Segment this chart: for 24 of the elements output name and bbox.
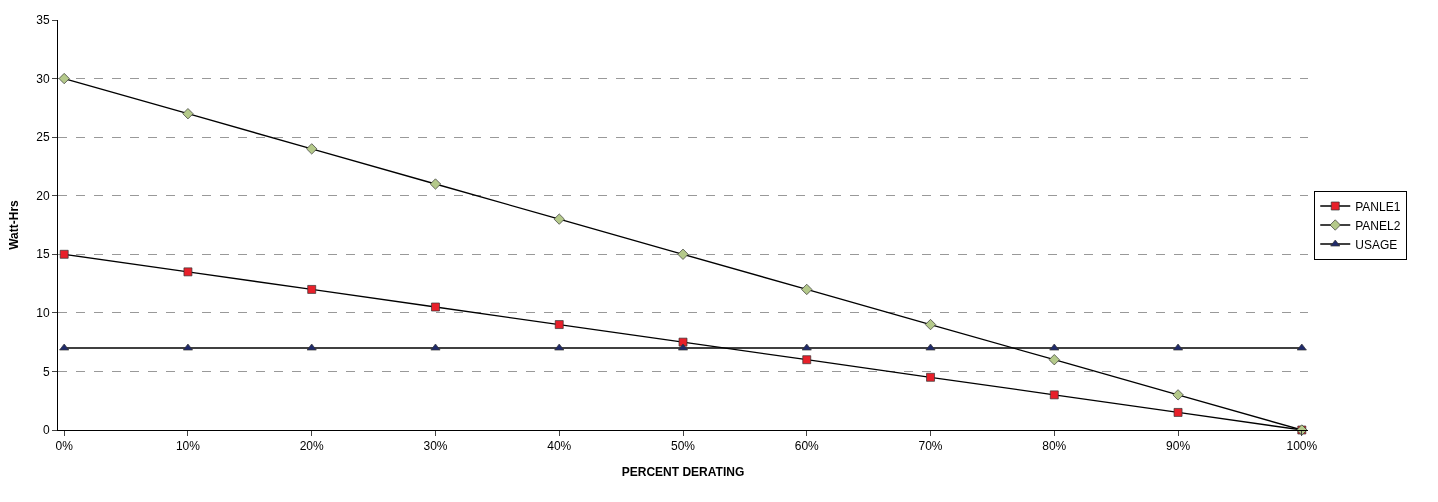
legend-label: PANLE1	[1355, 199, 1401, 214]
y-tick-label: 20	[36, 188, 50, 203]
y-tick-label: 10	[36, 306, 50, 321]
x-axis-title: PERCENT DERATING	[621, 465, 745, 480]
y-tick-label: 0	[42, 423, 50, 438]
x-tick-label: 80%	[1042, 439, 1067, 454]
y-tick-label: 35	[36, 13, 50, 28]
x-tick-label: 100%	[1286, 439, 1318, 454]
y-tick-label: 25	[36, 130, 50, 145]
legend-label: USAGE	[1355, 237, 1398, 252]
y-axis-title: Watt-Hrs	[6, 199, 21, 250]
y-tick-label: 5	[42, 364, 50, 379]
y-tick-label: 30	[36, 71, 50, 86]
x-tick-label: 30%	[423, 439, 448, 454]
x-tick-label: 50%	[670, 439, 696, 454]
x-tick-label: 70%	[918, 439, 943, 454]
x-tick-label: 0%	[55, 439, 74, 454]
x-tick-label: 90%	[1166, 439, 1191, 454]
x-tick-label: 20%	[299, 439, 325, 454]
legend-label: PANEL2	[1355, 218, 1401, 233]
y-tick-label: 15	[36, 247, 50, 262]
x-tick-label: 10%	[175, 439, 201, 454]
x-tick-label: 40%	[547, 439, 572, 454]
x-tick-label: 60%	[794, 439, 820, 454]
